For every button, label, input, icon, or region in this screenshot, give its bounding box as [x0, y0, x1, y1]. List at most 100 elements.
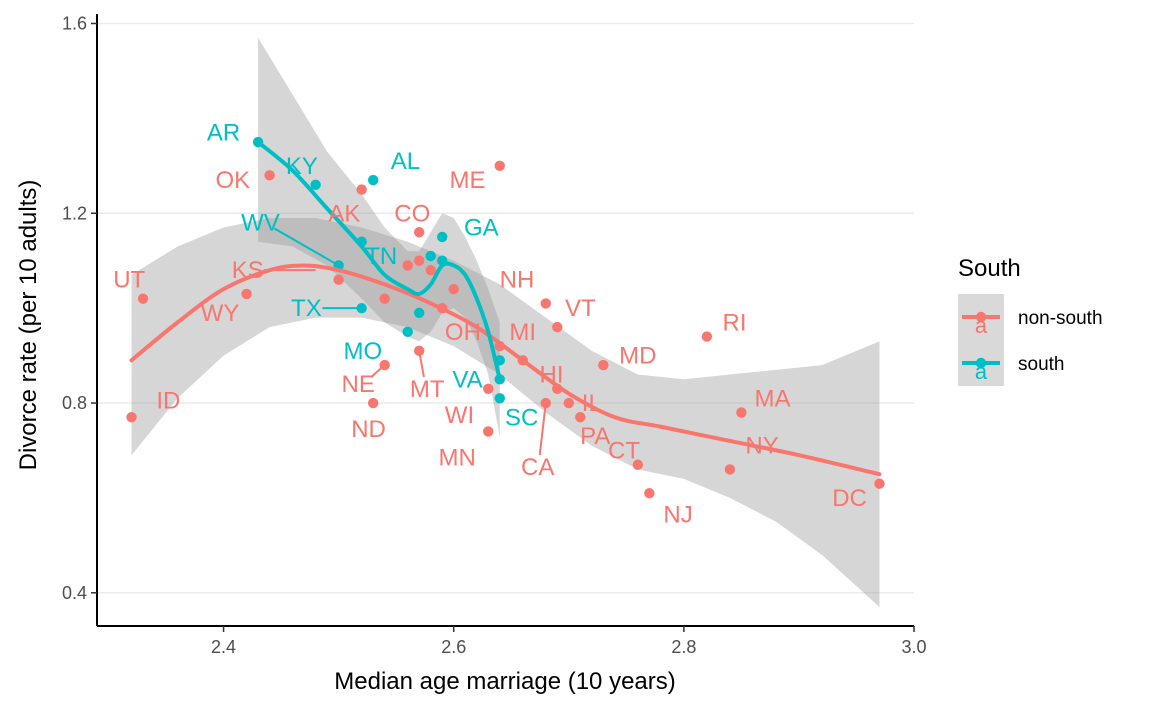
data-point-non-south: [552, 321, 563, 333]
point-label-IL: IL: [582, 390, 602, 417]
data-point-non-south: [598, 359, 609, 371]
x-tick-label: 2.8: [671, 637, 696, 657]
y-tick-label: 1.2: [62, 203, 87, 223]
data-point-non-south: [483, 383, 494, 394]
data-point-non-south: [137, 293, 149, 304]
data-point-non-south: [540, 298, 551, 309]
point-label-ME: ME: [450, 167, 486, 194]
data-point-non-south: [874, 478, 885, 489]
point-label-CA: CA: [521, 454, 554, 481]
point-label-OH: OH: [445, 319, 481, 346]
data-point-south: [367, 174, 379, 186]
confidence-band-non-south: [131, 218, 880, 608]
point-label-NY: NY: [745, 433, 778, 460]
data-point-south: [425, 250, 436, 262]
y-axis-title: Divorce rate (per 10 adults): [15, 180, 42, 471]
point-label-WV: WV: [241, 210, 280, 237]
point-label-AK: AK: [328, 200, 360, 227]
point-label-HI: HI: [540, 362, 564, 389]
data-point-non-south: [413, 345, 425, 357]
data-point-non-south: [264, 170, 275, 181]
data-point-non-south: [483, 426, 494, 437]
point-label-GA: GA: [464, 214, 499, 241]
data-point-non-south: [333, 274, 344, 285]
point-label-NH: NH: [500, 267, 535, 294]
confidence-band-south: [258, 37, 500, 437]
label-leader-lines: [263, 227, 547, 456]
axes: [96, 14, 914, 627]
point-label-MI: MI: [509, 319, 536, 346]
point-label-CT: CT: [608, 437, 640, 464]
confidence-bands: [131, 37, 880, 608]
point-label-MT: MT: [410, 376, 445, 403]
point-label-NJ: NJ: [663, 502, 692, 529]
point-label-ID: ID: [156, 388, 180, 415]
data-point-non-south: [632, 459, 644, 470]
legend-key-glyph-south: a: [975, 359, 988, 384]
legend-title: South: [958, 255, 1021, 282]
data-point-non-south: [701, 331, 713, 342]
data-point-south: [310, 179, 321, 190]
point-label-CO: CO: [394, 200, 430, 227]
y-tick-label: 1.6: [62, 13, 87, 33]
data-point-non-south: [724, 464, 736, 475]
data-point-non-south: [736, 407, 747, 418]
point-label-MO: MO: [343, 338, 382, 365]
leader-line-MT: [418, 350, 425, 378]
data-point-non-south: [563, 397, 574, 409]
point-label-OK: OK: [215, 167, 250, 194]
smooth-line-south: [256, 140, 502, 382]
data-point-south: [494, 393, 505, 404]
leader-line-NE: [370, 364, 386, 378]
point-label-MN: MN: [439, 445, 476, 472]
legend: South a non-south a south: [958, 255, 1103, 386]
data-point-non-south: [356, 184, 367, 195]
data-point-non-south: [413, 227, 425, 238]
point-label-AL: AL: [391, 148, 420, 175]
data-point-south: [413, 307, 425, 319]
point-label-PA: PA: [580, 423, 610, 450]
data-point-non-south: [644, 487, 655, 499]
point-label-TX: TX: [291, 295, 322, 322]
point-label-NE: NE: [342, 371, 375, 398]
point-label-WY: WY: [201, 300, 240, 327]
axis-ticks: 2.4 2.6 2.8 3.0 0.4 0.8 1.2 1.6: [62, 13, 927, 657]
point-label-SC: SC: [505, 404, 538, 431]
legend-key-point-south: [975, 357, 987, 369]
data-point-non-south: [448, 283, 459, 295]
data-point-non-south: [379, 293, 390, 304]
y-tick-label: 0.4: [62, 583, 87, 603]
smooth-lines: [129, 140, 882, 477]
point-label-TN: TN: [365, 243, 397, 270]
point-label-VA: VA: [452, 366, 482, 393]
point-label-VT: VT: [565, 295, 596, 322]
legend-key-point-non-south: [975, 311, 987, 323]
point-label-RI: RI: [722, 309, 746, 336]
data-point-non-south: [241, 288, 252, 300]
point-label-MA: MA: [754, 385, 790, 412]
x-axis-title: Median age marriage (10 years): [334, 668, 676, 695]
smooth-line-non-south: [129, 263, 882, 477]
point-label-MD: MD: [619, 343, 656, 370]
gridlines: [97, 22, 914, 594]
data-point-south: [437, 231, 448, 243]
point-label-UT: UT: [113, 267, 145, 294]
data-point-non-south: [425, 264, 436, 276]
x-tick-label: 3.0: [901, 637, 926, 657]
point-label-WI: WI: [445, 402, 474, 429]
leader-line-WV: [273, 227, 340, 267]
data-points: [126, 136, 885, 499]
point-label-ND: ND: [351, 416, 386, 443]
x-tick-label: 2.6: [441, 637, 466, 657]
data-point-non-south: [413, 255, 425, 266]
point-label-DC: DC: [832, 485, 867, 512]
x-tick-label: 2.4: [211, 637, 236, 657]
data-point-non-south: [126, 412, 137, 423]
y-tick-label: 0.8: [62, 393, 87, 413]
data-point-south: [402, 326, 413, 338]
data-point-non-south: [367, 397, 379, 409]
data-point-non-south: [402, 260, 413, 271]
legend-label-south: south: [1018, 354, 1064, 375]
